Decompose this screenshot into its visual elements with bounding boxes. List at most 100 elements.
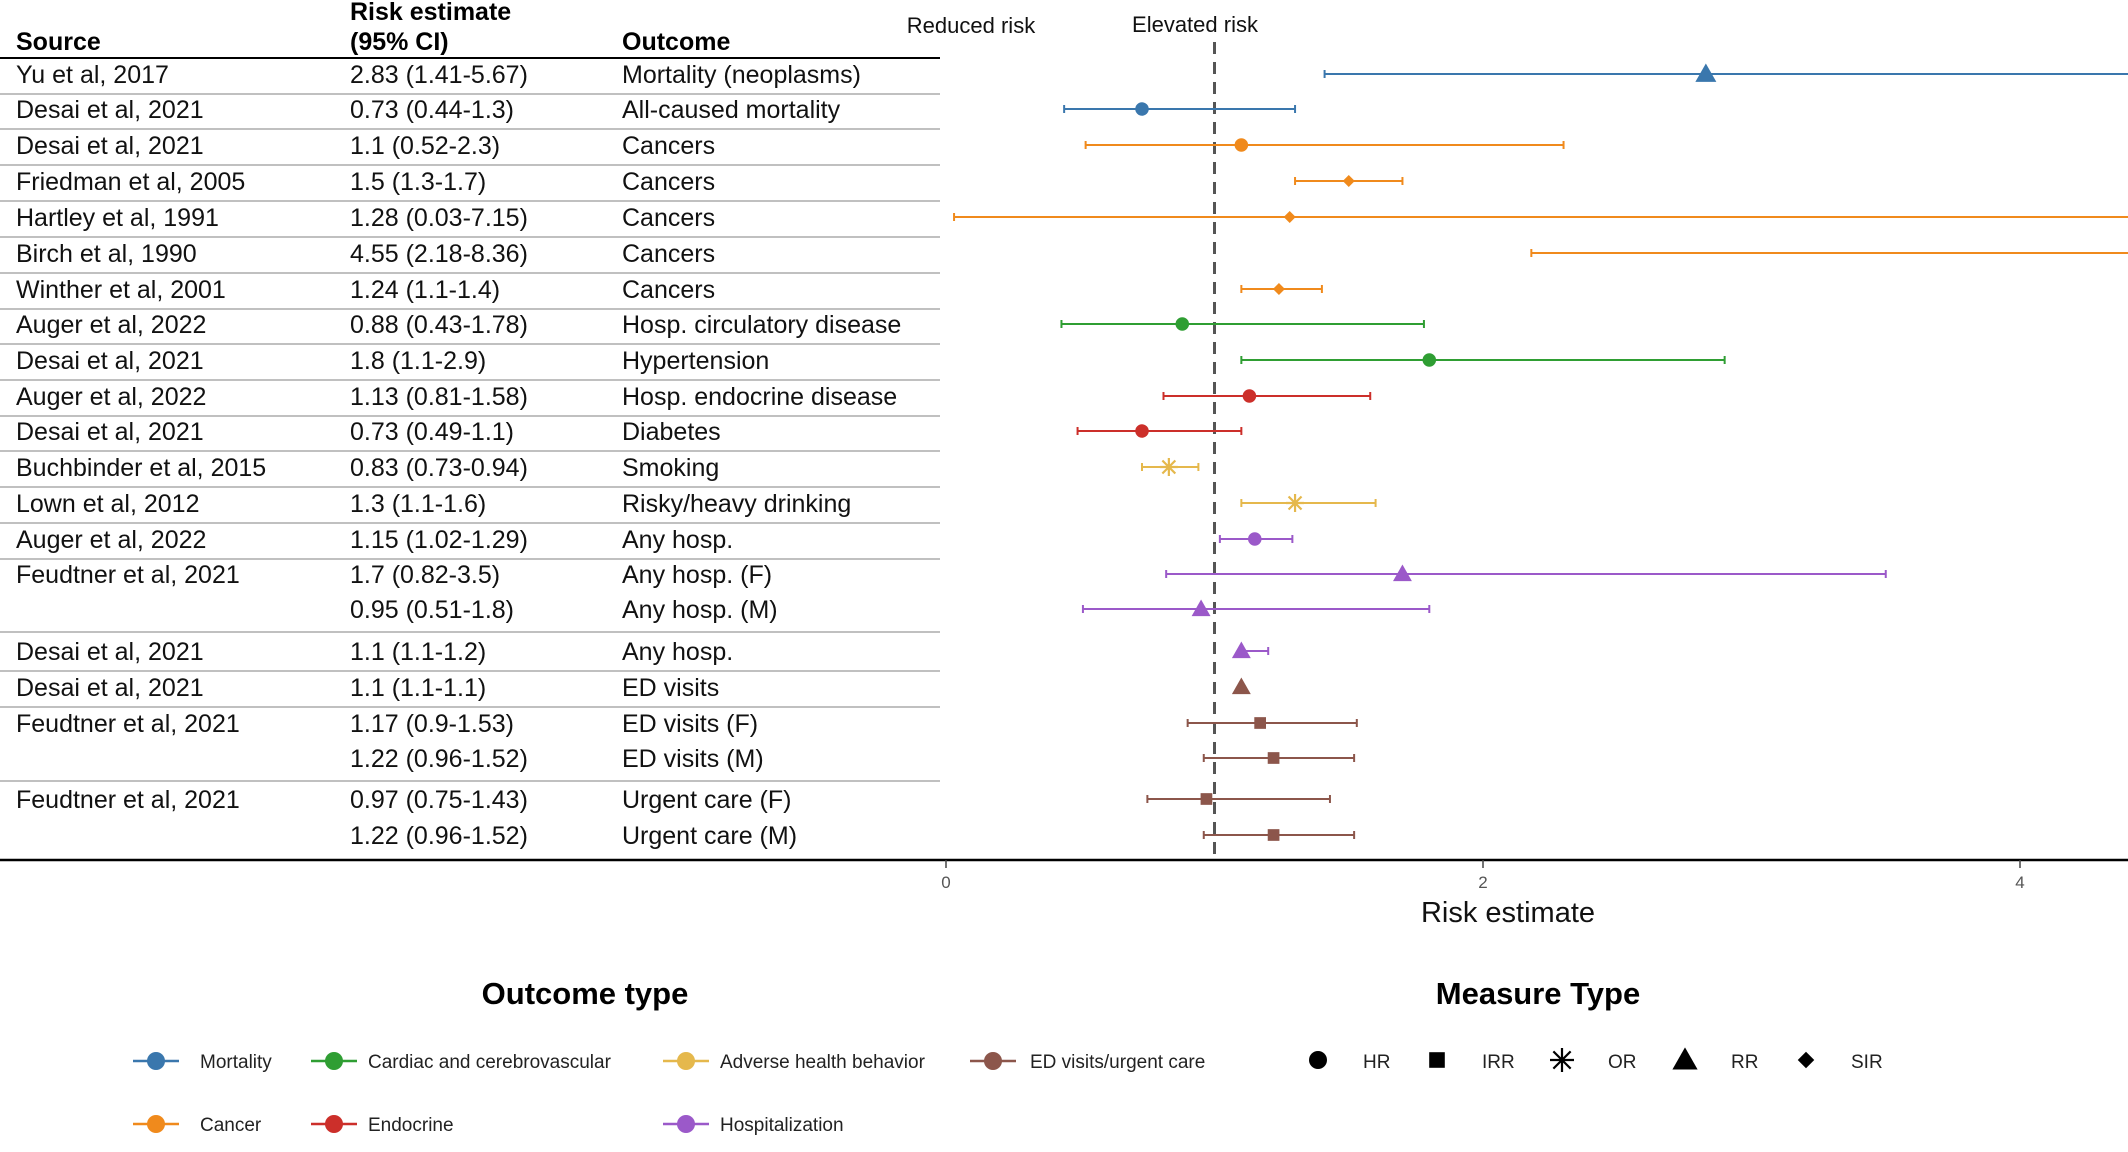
table-cell-estimate: 1.13 (0.81-1.58)	[350, 383, 528, 411]
table-cell-estimate: 0.95 (0.51-1.8)	[350, 596, 514, 624]
point-estimate	[1267, 829, 1280, 841]
table-cell-source: Feudtner et al, 2021	[16, 561, 240, 589]
header-risk-estimate: Risk estimate	[350, 0, 511, 26]
point-estimate	[1283, 211, 1296, 223]
point-estimate	[1248, 532, 1262, 546]
table-cell-source: Auger et al, 2022	[16, 383, 206, 411]
x-tick-label: 4	[2015, 873, 2024, 892]
table-cell-outcome: Any hosp.	[622, 638, 733, 666]
point-estimate	[1200, 793, 1213, 805]
legend-measure-symbol	[1309, 1051, 1327, 1069]
table-cell-estimate: 1.22 (0.96-1.52)	[350, 822, 528, 850]
legend-measure-symbol	[1797, 1051, 1815, 1069]
point-estimate	[1231, 641, 1251, 659]
legend-measure-label: HR	[1363, 1052, 1390, 1073]
point-estimate	[1267, 752, 1280, 764]
table-cell-source: Desai et al, 2021	[16, 674, 204, 702]
table-cell-outcome: Mortality (neoplasms)	[622, 61, 861, 89]
table-cell-estimate: 1.1 (1.1-1.2)	[350, 638, 486, 666]
table-cell-outcome: ED visits (F)	[622, 710, 758, 738]
legend-outcome-label: Adverse health behavior	[720, 1052, 926, 1073]
table-cell-outcome: Hosp. circulatory disease	[622, 311, 901, 339]
legend-outcome-label: Endocrine	[368, 1115, 454, 1136]
table-cell-outcome: Any hosp. (F)	[622, 561, 772, 589]
table-cell-outcome: Urgent care (M)	[622, 822, 797, 850]
table-cell-estimate: 1.5 (1.3-1.7)	[350, 168, 486, 196]
table-cell-outcome: All-caused mortality	[622, 96, 841, 124]
legend-measure-label: IRR	[1482, 1052, 1515, 1073]
table-cell-outcome: ED visits (M)	[622, 745, 764, 773]
point-estimate	[1234, 138, 1249, 152]
legend-outcome-title: Outcome type	[482, 976, 689, 1011]
table-cell-estimate: 1.17 (0.9-1.53)	[350, 710, 514, 738]
table-cell-source: Yu et al, 2017	[16, 61, 169, 89]
table-cell-source: Winther et al, 2001	[16, 276, 226, 304]
table-cell-source: Feudtner et al, 2021	[16, 786, 240, 814]
point-estimate	[1342, 175, 1355, 187]
table-cell-outcome: Any hosp.	[622, 526, 733, 554]
point-estimate	[1695, 63, 1717, 82]
table-cell-estimate: 0.73 (0.44-1.3)	[350, 96, 514, 124]
header-risk-ci: (95% CI)	[350, 28, 449, 56]
legend-outcome-swatch	[677, 1115, 695, 1133]
point-estimate	[1231, 677, 1251, 695]
point-estimate	[1135, 102, 1149, 116]
point-estimate	[1422, 353, 1437, 367]
table-cell-estimate: 1.15 (1.02-1.29)	[350, 526, 528, 554]
table-cell-estimate: 0.73 (0.49-1.1)	[350, 418, 514, 446]
legend-measure-title: Measure Type	[1436, 976, 1640, 1011]
legend-outcome-swatch	[147, 1052, 165, 1070]
table-cell-outcome: Cancers	[622, 132, 715, 160]
point-estimate	[1272, 283, 1285, 295]
table-cell-outcome: ED visits	[622, 674, 719, 702]
legend-measure-label: RR	[1731, 1052, 1758, 1073]
table-cell-source: Buchbinder et al, 2015	[16, 454, 266, 482]
table-cell-source: Desai et al, 2021	[16, 96, 204, 124]
legend-measure-symbol	[1429, 1052, 1445, 1068]
table-cell-estimate: 2.83 (1.41-5.67)	[350, 61, 528, 89]
table-cell-outcome: Cancers	[622, 240, 715, 268]
point-estimate	[1175, 317, 1190, 331]
table-cell-estimate: 1.28 (0.03-7.15)	[350, 204, 528, 232]
table-cell-source: Friedman et al, 2005	[16, 168, 245, 196]
legend-outcome-label: Cancer	[200, 1115, 262, 1136]
table-cell-estimate: 1.22 (0.96-1.52)	[350, 745, 528, 773]
table-cell-estimate: 4.55 (2.18-8.36)	[350, 240, 528, 268]
header-outcome: Outcome	[622, 28, 730, 56]
table-cell-estimate: 1.3 (1.1-1.6)	[350, 490, 486, 518]
legend-outcome-swatch	[984, 1052, 1002, 1070]
table-cell-source: Feudtner et al, 2021	[16, 710, 240, 738]
legend-outcome-label: ED visits/urgent care	[1030, 1052, 1205, 1073]
zone-label-reduced: Reduced risk	[907, 13, 1036, 38]
table-cell-outcome: Urgent care (F)	[622, 786, 791, 814]
x-axis-title: Risk estimate	[1421, 897, 1595, 929]
table-cell-source: Hartley et al, 1991	[16, 204, 219, 232]
table-cell-outcome: Cancers	[622, 168, 715, 196]
table-cell-source: Lown et al, 2012	[16, 490, 199, 518]
table-cell-source: Birch et al, 1990	[16, 240, 197, 268]
legend-outcome-label: Hospitalization	[720, 1115, 844, 1136]
point-estimate	[1159, 458, 1178, 476]
table-cell-source: Desai et al, 2021	[16, 132, 204, 160]
table-cell-outcome: Hypertension	[622, 347, 769, 375]
point-estimate	[1242, 389, 1257, 403]
table-cell-outcome: Smoking	[622, 454, 719, 482]
table-cell-estimate: 0.88 (0.43-1.78)	[350, 311, 528, 339]
point-estimate	[1135, 424, 1149, 438]
point-estimate	[1191, 599, 1211, 617]
legend-outcome-swatch	[147, 1115, 165, 1133]
table-cell-outcome: Any hosp. (M)	[622, 596, 778, 624]
table-cell-estimate: 0.83 (0.73-0.94)	[350, 454, 528, 482]
table-cell-source: Desai et al, 2021	[16, 418, 204, 446]
legend-outcome-swatch	[325, 1052, 343, 1070]
legend-measure-label: SIR	[1851, 1052, 1883, 1073]
table-cell-estimate: 1.7 (0.82-3.5)	[350, 561, 500, 589]
table-cell-source: Auger et al, 2022	[16, 311, 206, 339]
legend-measure-symbol	[1672, 1047, 1698, 1070]
legend-outcome-swatch	[677, 1052, 695, 1070]
zone-label-elevated: Elevated risk	[1132, 12, 1259, 37]
legend-measure-label: OR	[1608, 1052, 1637, 1073]
point-estimate	[1254, 717, 1266, 729]
table-cell-source: Desai et al, 2021	[16, 638, 204, 666]
